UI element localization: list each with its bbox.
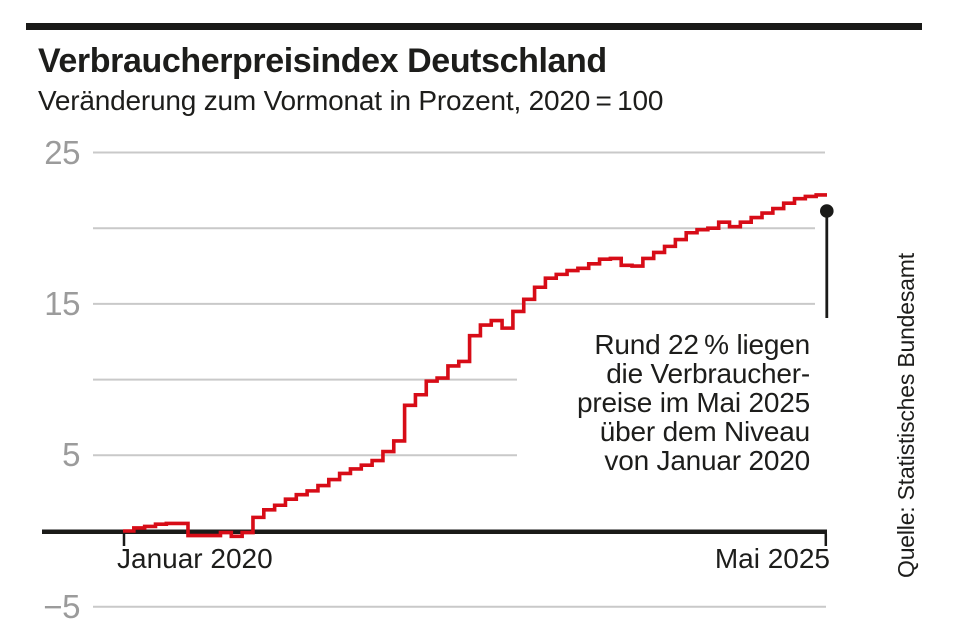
x-axis-label-start: Januar 2020 — [117, 543, 273, 574]
annotation-line: Rund 22 % liegen — [594, 329, 810, 360]
y-tick-label: −5 — [43, 587, 80, 625]
chart-title: Verbraucherpreisindex Deutschland — [38, 42, 607, 80]
annotation-line: über dem Niveau — [599, 416, 810, 447]
x-axis-label-end: Mai 2025 — [714, 543, 830, 574]
y-tick-label: 15 — [44, 284, 80, 322]
y-tick-label: 25 — [44, 133, 80, 171]
annotation-line: von Januar 2020 — [604, 445, 810, 476]
annotation-line: preise im Mai 2025 — [577, 387, 810, 418]
source-label: Quelle: Statistisches Bundesamt — [893, 253, 919, 578]
chart-subtitle: Veränderung zum Vormonat in Prozent, 202… — [38, 85, 664, 116]
top-rule — [26, 23, 922, 30]
cpi-step-line — [123, 193, 827, 539]
end-marker-dot — [820, 204, 834, 218]
y-tick-label: 5 — [62, 436, 80, 474]
annotation-line: die Verbraucher- — [606, 358, 810, 389]
annotation-text: Rund 22 % liegen die Verbraucher-preise i… — [577, 330, 810, 475]
